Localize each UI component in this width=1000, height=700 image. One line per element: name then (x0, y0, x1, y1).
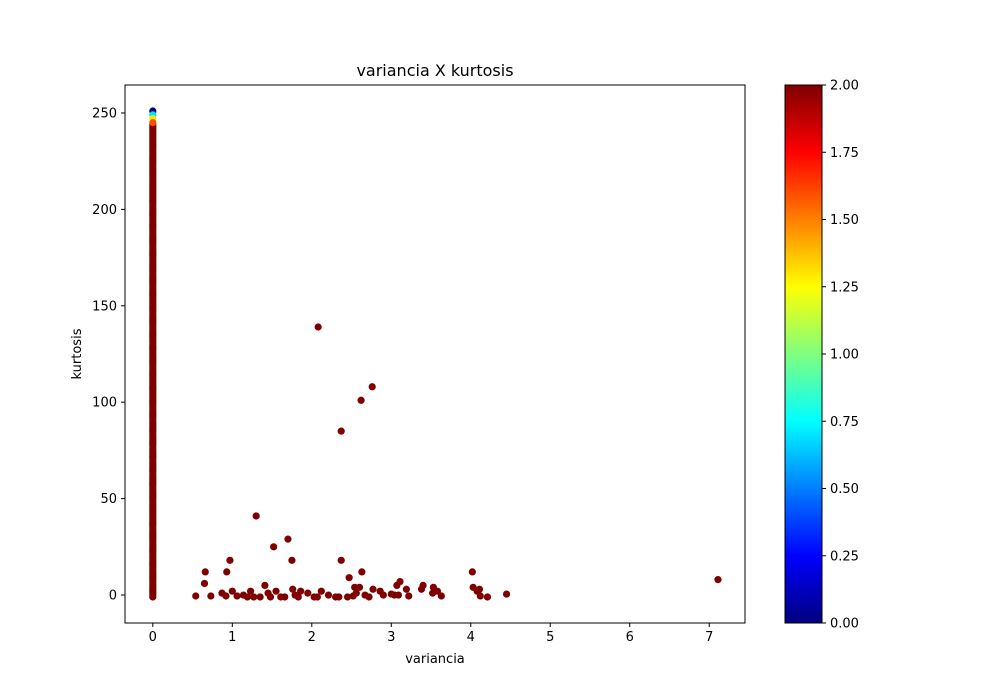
data-point (222, 592, 230, 600)
data-point (288, 556, 296, 564)
colorbar-gradient (784, 84, 823, 624)
data-point (270, 543, 278, 551)
y-tick-label: 50 (100, 492, 117, 507)
data-point (337, 556, 345, 564)
data-point (357, 396, 365, 404)
scatter-points (149, 107, 722, 601)
data-point (223, 568, 231, 576)
data-point (246, 587, 255, 595)
data-point (207, 592, 215, 600)
data-point (313, 593, 321, 601)
data-point (714, 576, 722, 584)
data-point (355, 583, 364, 591)
data-point (200, 579, 209, 588)
data-point (402, 585, 410, 593)
data-point (429, 589, 437, 597)
data-point (149, 119, 157, 127)
x-tick-label: 0 (149, 630, 157, 645)
data-point (393, 581, 401, 589)
x-tick-label: 6 (626, 630, 634, 645)
data-point (335, 593, 343, 601)
data-point (502, 590, 511, 598)
colorbar-tick-label: 1.50 (830, 213, 859, 228)
colorbar-tick-label: 1.75 (830, 146, 859, 161)
x-axis-label: variancia (405, 652, 465, 667)
data-point (256, 593, 264, 601)
colorbar-tick-label: 1.00 (830, 348, 859, 363)
data-point (468, 568, 476, 576)
data-point (250, 593, 258, 601)
colorbar-tick-label: 0.00 (830, 617, 859, 632)
data-point (358, 568, 366, 576)
data-point (405, 592, 413, 600)
colorbar-tick-label: 0.25 (830, 549, 859, 564)
data-point (272, 587, 280, 595)
data-point (228, 587, 236, 595)
data-point (243, 593, 252, 601)
x-tick-label: 7 (705, 630, 713, 645)
x-tick-label: 5 (546, 630, 554, 645)
data-point (294, 593, 302, 601)
colorbar: 0.00 0.25 0.50 0.75 1.00 1.25 1.50 1.75 2.00 (784, 79, 859, 632)
x-tick-label: 2 (308, 630, 316, 645)
data-point (368, 383, 376, 391)
data-point (284, 535, 292, 543)
data-point (476, 592, 484, 600)
data-point (192, 592, 200, 600)
data-point (226, 556, 234, 564)
data-point (297, 587, 305, 595)
chart-title: variancia X kurtosis (356, 61, 513, 80)
data-point (343, 593, 352, 601)
y-tick-label: 100 (92, 396, 117, 411)
data-point (345, 574, 353, 582)
x-tick-label: 1 (228, 630, 236, 645)
colorbar-tick-label: 0.75 (830, 415, 859, 430)
plot-area: 0 1 2 3 4 5 6 7 0 50 100 150 200 250 (92, 84, 746, 645)
colorbar-tick-label: 1.25 (830, 280, 859, 295)
x-tick-label: 4 (467, 630, 475, 645)
data-point (349, 592, 357, 600)
data-point (266, 593, 275, 601)
data-point (337, 427, 345, 435)
data-point (483, 593, 492, 601)
data-point (252, 512, 260, 520)
plot-frame (124, 84, 746, 624)
data-point (437, 592, 445, 600)
data-point (379, 591, 387, 599)
y-axis-label: kurtosis (70, 328, 85, 379)
data-point (201, 568, 209, 576)
y-tick-label: 200 (92, 203, 117, 218)
y-tick-label: 250 (92, 106, 117, 121)
y-tick-label: 150 (92, 299, 117, 314)
data-point (261, 581, 269, 589)
y-tick-label: 0 (109, 589, 117, 604)
data-point (365, 593, 373, 601)
data-point (289, 585, 297, 593)
data-point (281, 593, 289, 601)
data-point (417, 585, 426, 593)
data-point (390, 591, 399, 599)
colorbar-tick-label: 2.00 (830, 79, 859, 94)
data-point (369, 585, 377, 593)
x-tick-label: 3 (387, 630, 395, 645)
data-point (317, 587, 325, 595)
data-point (304, 589, 312, 597)
data-point (314, 323, 322, 331)
colorbar-tick-label: 0.50 (830, 482, 859, 497)
data-point (233, 592, 241, 600)
data-point (324, 591, 333, 599)
